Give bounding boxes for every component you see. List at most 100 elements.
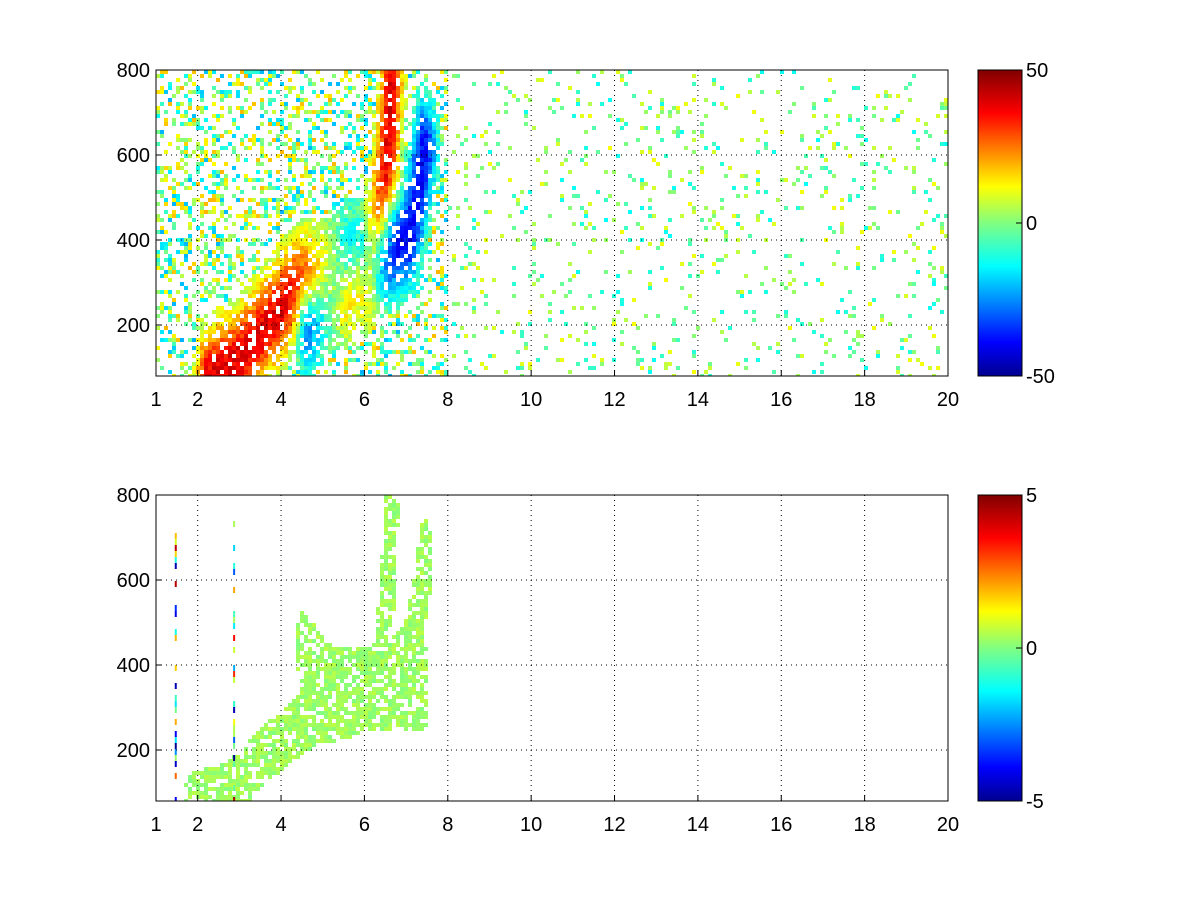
top-heatmap-cell — [324, 230, 328, 234]
top-heatmap-cell — [240, 106, 244, 110]
top-heatmap-cell — [264, 326, 268, 330]
top-heatmap-cell — [916, 118, 920, 122]
top-heatmap-cell — [848, 154, 852, 158]
top-heatmap-cell — [572, 306, 576, 310]
top-heatmap-cell — [320, 118, 324, 122]
top-heatmap-cell — [420, 346, 424, 350]
bottom-heatmap-cell — [368, 695, 372, 699]
top-heatmap-cell — [396, 70, 400, 74]
top-heatmap-cell — [296, 226, 300, 230]
top-heatmap-cell — [296, 238, 300, 242]
bottom-heatmap-cell — [220, 767, 224, 771]
top-heatmap-cell — [332, 190, 336, 194]
top-heatmap-cell — [460, 106, 464, 110]
top-heatmap-cell — [280, 126, 284, 130]
top-heatmap-cell — [408, 334, 412, 338]
top-heatmap-cell — [252, 186, 256, 190]
top-heatmap-cell — [560, 358, 564, 362]
bottom-heatmap-cell — [316, 631, 320, 635]
top-heatmap-cell — [580, 206, 584, 210]
top-heatmap-cell — [328, 290, 332, 294]
top-heatmap-cell — [372, 142, 376, 146]
top-heatmap-cell — [268, 286, 272, 290]
top-heatmap-cell — [548, 70, 552, 74]
top-heatmap-cell — [860, 126, 864, 130]
bottom-heatmap-cell — [420, 647, 424, 651]
bottom-heatmap-cell — [372, 723, 376, 727]
top-heatmap-cell — [372, 182, 376, 186]
bottom-heatmap-cell — [260, 767, 264, 771]
bottom-heatmap-cell — [336, 671, 340, 675]
top-heatmap-cell — [368, 278, 372, 282]
top-heatmap-cell — [852, 306, 856, 310]
top-heatmap-cell — [212, 206, 216, 210]
bottom-heatmap-cell — [174, 539, 177, 545]
top-heatmap-cell — [236, 82, 240, 86]
bottom-heatmap-cell — [356, 731, 360, 735]
top-heatmap-cell — [356, 118, 360, 122]
top-heatmap-cell — [416, 130, 420, 134]
top-heatmap-cell — [272, 226, 276, 230]
top-heatmap-cell — [236, 338, 240, 342]
top-heatmap-cell — [196, 166, 200, 170]
top-heatmap-cell — [416, 190, 420, 194]
top-heatmap-cell — [420, 254, 424, 258]
bottom-heatmap-cell — [280, 743, 284, 747]
bottom-heatmap-cell — [233, 701, 236, 707]
top-heatmap-cell — [812, 106, 816, 110]
bottom-heatmap-cell — [388, 727, 392, 731]
bottom-heatmap-cell — [384, 567, 388, 571]
top-heatmap-cell — [264, 82, 268, 86]
top-heatmap-cell — [304, 226, 308, 230]
bottom-heatmap-cell — [348, 683, 352, 687]
bottom-heatmap-cell — [400, 715, 404, 719]
top-heatmap-cell — [856, 118, 860, 122]
top-heatmap-cell — [316, 222, 320, 226]
top-heatmap-cell — [372, 274, 376, 278]
bottom-heatmap-cell — [348, 723, 352, 727]
top-heatmap-cell — [212, 194, 216, 198]
bottom-heatmap-cell — [384, 495, 388, 499]
top-heatmap-cell — [400, 98, 404, 102]
top-heatmap-cell — [692, 370, 696, 374]
top-heatmap-cell — [552, 290, 556, 294]
top-heatmap-cell — [440, 326, 444, 330]
top-heatmap-cell — [296, 270, 300, 274]
top-heatmap-cell — [400, 142, 404, 146]
bottom-heatmap-cell — [252, 787, 256, 791]
top-heatmap-cell — [284, 94, 288, 98]
top-heatmap-cell — [400, 294, 404, 298]
bottom-heatmap-cell — [264, 767, 268, 771]
bottom-heatmap-cell — [396, 655, 400, 659]
top-heatmap-cell — [444, 118, 448, 122]
top-heatmap-cell — [688, 182, 692, 186]
top-heatmap-cell — [256, 346, 260, 350]
top-heatmap-cell — [264, 186, 268, 190]
top-heatmap-cell — [320, 314, 324, 318]
bottom-heatmap-cell — [376, 631, 380, 635]
top-heatmap-cell — [404, 158, 408, 162]
top-heatmap-cell — [336, 230, 340, 234]
top-heatmap-cell — [324, 306, 328, 310]
top-heatmap-cell — [380, 246, 384, 250]
bottom-heatmap-cell — [380, 595, 384, 599]
top-heatmap-cell — [160, 190, 164, 194]
top-heatmap-cell — [284, 258, 288, 262]
top-heatmap-cell — [324, 194, 328, 198]
bottom-heatmap-cell — [364, 711, 368, 715]
bottom-heatmap-cell — [272, 727, 276, 731]
top-heatmap-cell — [280, 274, 284, 278]
bottom-heatmap-cell — [408, 659, 412, 663]
top-heatmap-cell — [820, 370, 824, 374]
bottom-heatmap-cell — [284, 739, 288, 743]
top-heatmap-cell — [424, 214, 428, 218]
bottom-heatmap-cell — [404, 691, 408, 695]
top-heatmap-cell — [384, 258, 388, 262]
bottom-heatmap-cell — [356, 707, 360, 711]
top-heatmap-cell — [496, 130, 500, 134]
top-heatmap-cell — [276, 358, 280, 362]
top-heatmap-cell — [368, 162, 372, 166]
top-heatmap-cell — [248, 242, 252, 246]
bottom-heatmap-cell — [304, 707, 308, 711]
top-heatmap-cell — [268, 78, 272, 82]
